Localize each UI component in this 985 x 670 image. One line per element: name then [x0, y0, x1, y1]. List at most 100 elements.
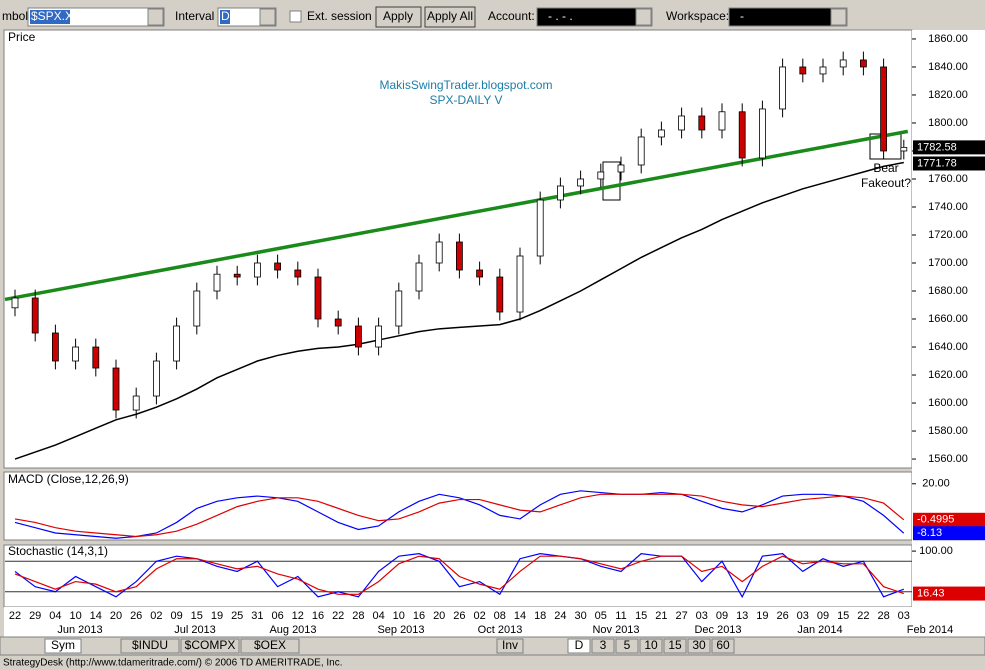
- checkbox[interactable]: [289, 10, 302, 23]
- candle-body: [193, 290, 201, 327]
- tab[interactable]: [120, 638, 180, 654]
- candle-body: [395, 290, 403, 327]
- value-marker: -8.13: [917, 527, 942, 539]
- indicator-line: [14, 490, 905, 539]
- x-tick-label: 06: [271, 610, 283, 622]
- y-tick-label: 1740.00: [928, 201, 968, 213]
- interval-tab[interactable]: [567, 638, 591, 654]
- x-tick-label: 28: [352, 610, 364, 622]
- x-tick-label: 30: [574, 610, 586, 622]
- interval-value[interactable]: D: [221, 9, 230, 23]
- candle-body: [253, 262, 261, 278]
- symbol-value[interactable]: $SPX.X: [31, 9, 73, 23]
- interval-tab[interactable]: [711, 638, 735, 654]
- x-tick-label: 22: [857, 610, 869, 622]
- tab-label[interactable]: $INDU: [132, 638, 168, 652]
- tab[interactable]: [240, 638, 300, 654]
- interval-tab[interactable]: [615, 638, 639, 654]
- month-label: Jul 2013: [174, 624, 216, 636]
- interval-tab[interactable]: [687, 638, 711, 654]
- candle-body: [294, 269, 302, 278]
- tab[interactable]: [180, 638, 240, 654]
- x-tick-label: 09: [716, 610, 728, 622]
- candle-body: [476, 269, 484, 278]
- x-tick-label: 25: [231, 610, 243, 622]
- dropdown-button[interactable]: [635, 8, 652, 26]
- indicator-line: [14, 553, 905, 599]
- ma-value: 1771.78: [917, 157, 957, 169]
- candle-body: [274, 262, 282, 271]
- apply-text[interactable]: Apply: [383, 9, 413, 23]
- x-tick-label: 12: [292, 610, 304, 622]
- tab-label[interactable]: 3: [600, 638, 607, 652]
- value-marker: 16.43: [917, 587, 945, 599]
- apply-all-button[interactable]: [424, 6, 476, 28]
- dropdown-button[interactable]: [830, 8, 847, 26]
- interval-label: Interval: [175, 9, 214, 23]
- candle-body: [516, 255, 524, 313]
- tab-label[interactable]: $COMPX: [185, 638, 236, 652]
- x-tick-label: 05: [595, 610, 607, 622]
- y-tick-label: 1800.00: [928, 117, 968, 129]
- account-label: Account:: [488, 9, 535, 23]
- workspace-box[interactable]: [728, 7, 848, 27]
- tab-label[interactable]: Inv: [502, 638, 518, 652]
- x-tick-label: 22: [332, 610, 344, 622]
- interval-tab[interactable]: [663, 638, 687, 654]
- panel-label: Price: [8, 30, 36, 44]
- x-tick-label: 10: [393, 610, 405, 622]
- tab-label[interactable]: 10: [644, 638, 658, 652]
- ext-session-label[interactable]: Ext. session: [307, 9, 372, 23]
- candle-body: [880, 66, 887, 152]
- apply-button[interactable]: [375, 6, 422, 28]
- workspace-value[interactable]: -: [740, 9, 744, 23]
- x-tick-label: 20: [433, 610, 445, 622]
- x-tick-label: 31: [251, 610, 263, 622]
- candle-body: [435, 241, 443, 264]
- month-label: Jan 2014: [797, 624, 842, 636]
- candle-body: [415, 262, 423, 292]
- candle-body: [314, 276, 322, 320]
- x-tick-label: 04: [49, 610, 61, 622]
- y-tick-label: 1700.00: [928, 257, 968, 269]
- y-tick-label: 1640.00: [928, 341, 968, 353]
- tab-label[interactable]: $OEX: [254, 638, 286, 652]
- inv-tab[interactable]: [496, 638, 524, 654]
- candle-body: [536, 199, 544, 257]
- ma-value-box: [913, 156, 985, 171]
- tab[interactable]: [44, 638, 82, 654]
- value-marker-box: [913, 512, 985, 527]
- candle-body: [718, 111, 726, 131]
- tab-label[interactable]: D: [575, 638, 584, 652]
- y-tick-label: 1560.00: [928, 453, 968, 465]
- interval-tab[interactable]: [591, 638, 615, 654]
- dropdown-button[interactable]: [259, 8, 276, 26]
- y-tick-label: 1600.00: [928, 397, 968, 409]
- x-tick-label: 03: [898, 610, 910, 622]
- x-tick-label: 20: [110, 610, 122, 622]
- candle-body: [334, 318, 342, 327]
- x-tick-label: 27: [675, 610, 687, 622]
- candle-body: [72, 346, 79, 362]
- tab-label[interactable]: 30: [692, 638, 706, 652]
- candle-body: [375, 325, 383, 348]
- apply-all-text[interactable]: Apply All: [427, 9, 473, 23]
- tab-label[interactable]: 15: [668, 638, 682, 652]
- candle-body: [860, 59, 867, 68]
- interval-tab[interactable]: [639, 638, 663, 654]
- moving-average: [14, 161, 904, 460]
- y-tick-label: 1840.00: [928, 61, 968, 73]
- note: Fakeout?: [861, 176, 911, 190]
- candle-body: [637, 136, 645, 166]
- candle-body: [617, 164, 625, 173]
- account-box[interactable]: [536, 7, 653, 27]
- dropdown-button[interactable]: [147, 8, 164, 26]
- tab-label[interactable]: Sym: [51, 638, 75, 652]
- tab-label[interactable]: 5: [624, 638, 631, 652]
- x-tick-label: 26: [453, 610, 465, 622]
- account-value[interactable]: - . - .: [548, 9, 573, 23]
- workspace-label: Workspace:: [666, 9, 729, 23]
- candle-body: [233, 273, 241, 278]
- tab-label[interactable]: 60: [716, 638, 730, 652]
